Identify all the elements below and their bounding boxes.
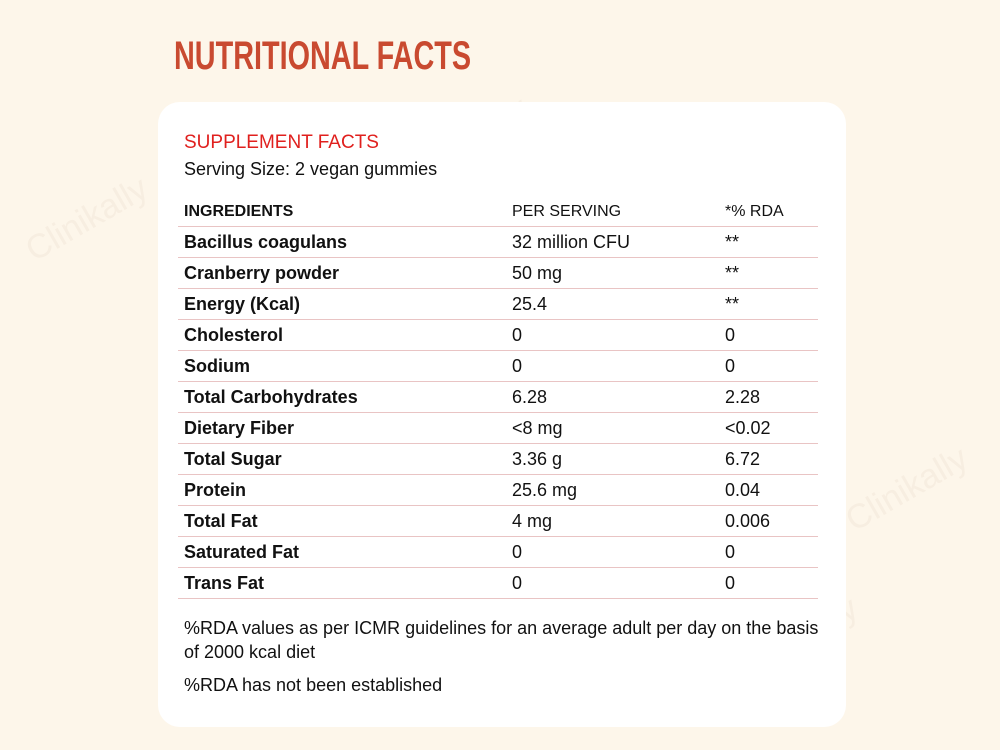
per-serving-cell: 0 [506, 319, 719, 351]
ingredient-cell: Energy (Kcal) [178, 288, 506, 320]
column-header: INGREDIENTS [178, 198, 506, 227]
per-serving-cell: <8 mg [506, 412, 719, 444]
rda-cell: 6.72 [719, 443, 818, 475]
rda-cell: 0 [719, 536, 818, 568]
table-row: Trans Fat 0 0 [178, 567, 818, 599]
table-row: Protein 25.6 mg 0.04 [178, 474, 818, 506]
table-row: Cranberry powder 50 mg ** [178, 257, 818, 289]
table-row: Cholesterol 0 0 [178, 319, 818, 351]
ingredient-cell: Sodium [178, 350, 506, 382]
table-row: Dietary Fiber <8 mg <0.02 [178, 412, 818, 444]
rda-cell: 0 [719, 567, 818, 599]
watermark: Clinikally [19, 169, 155, 270]
table-row: Total Fat 4 mg 0.006 [178, 505, 818, 537]
per-serving-cell: 0 [506, 567, 719, 599]
ingredient-cell: Total Fat [178, 505, 506, 537]
ingredient-cell: Cranberry powder [178, 257, 506, 289]
rda-cell: ** [719, 288, 818, 320]
table-row: Sodium 0 0 [178, 350, 818, 382]
per-serving-cell: 25.4 [506, 288, 719, 320]
watermark: Clinikally [839, 439, 975, 540]
per-serving-cell: 6.28 [506, 381, 719, 413]
ingredient-cell: Bacillus coagulans [178, 226, 506, 258]
table-header: INGREDIENTS PER SERVING *% RDA [178, 198, 818, 227]
table-row: Energy (Kcal) 25.4 ** [178, 288, 818, 320]
per-serving-cell: 0 [506, 536, 719, 568]
column-header: PER SERVING [506, 198, 719, 227]
rda-cell: 2.28 [719, 381, 818, 413]
rda-cell: 0 [719, 319, 818, 351]
supplement-facts-heading: SUPPLEMENT FACTS [184, 132, 379, 153]
rda-note: %RDA values as per ICMR guidelines for a… [184, 618, 819, 662]
nutrition-table: INGREDIENTS PER SERVING *% RDA Bacillus … [178, 198, 818, 599]
column-header: *% RDA [719, 198, 818, 227]
ingredient-cell: Protein [178, 474, 506, 506]
per-serving-cell: 0 [506, 350, 719, 382]
rda-cell: 0.04 [719, 474, 818, 506]
table-row: Total Sugar 3.36 g 6.72 [178, 443, 818, 475]
page-title: NUTRITIONAL FACTS [174, 34, 472, 78]
rda-cell: ** [719, 257, 818, 289]
ingredient-cell: Total Carbohydrates [178, 381, 506, 413]
per-serving-cell: 25.6 mg [506, 474, 719, 506]
ingredient-cell: Trans Fat [178, 567, 506, 599]
table-row: Total Carbohydrates 6.28 2.28 [178, 381, 818, 413]
rda-cell: 0.006 [719, 505, 818, 537]
rda-cell: ** [719, 226, 818, 258]
rda-cell: 0 [719, 350, 818, 382]
table-row: Saturated Fat 0 0 [178, 536, 818, 568]
ingredient-cell: Total Sugar [178, 443, 506, 475]
table-row: Bacillus coagulans 32 million CFU ** [178, 226, 818, 258]
per-serving-cell: 4 mg [506, 505, 719, 537]
rda-cell: <0.02 [719, 412, 818, 444]
rda-not-established-note: %RDA has not been established [184, 675, 443, 695]
serving-size: Serving Size: 2 vegan gummies [184, 159, 438, 179]
supplement-facts-card: SUPPLEMENT FACTS Serving Size: 2 vegan g… [158, 102, 846, 727]
per-serving-cell: 3.36 g [506, 443, 719, 475]
ingredient-cell: Cholesterol [178, 319, 506, 351]
per-serving-cell: 50 mg [506, 257, 719, 289]
ingredient-cell: Saturated Fat [178, 536, 506, 568]
ingredient-cell: Dietary Fiber [178, 412, 506, 444]
per-serving-cell: 32 million CFU [506, 226, 719, 258]
